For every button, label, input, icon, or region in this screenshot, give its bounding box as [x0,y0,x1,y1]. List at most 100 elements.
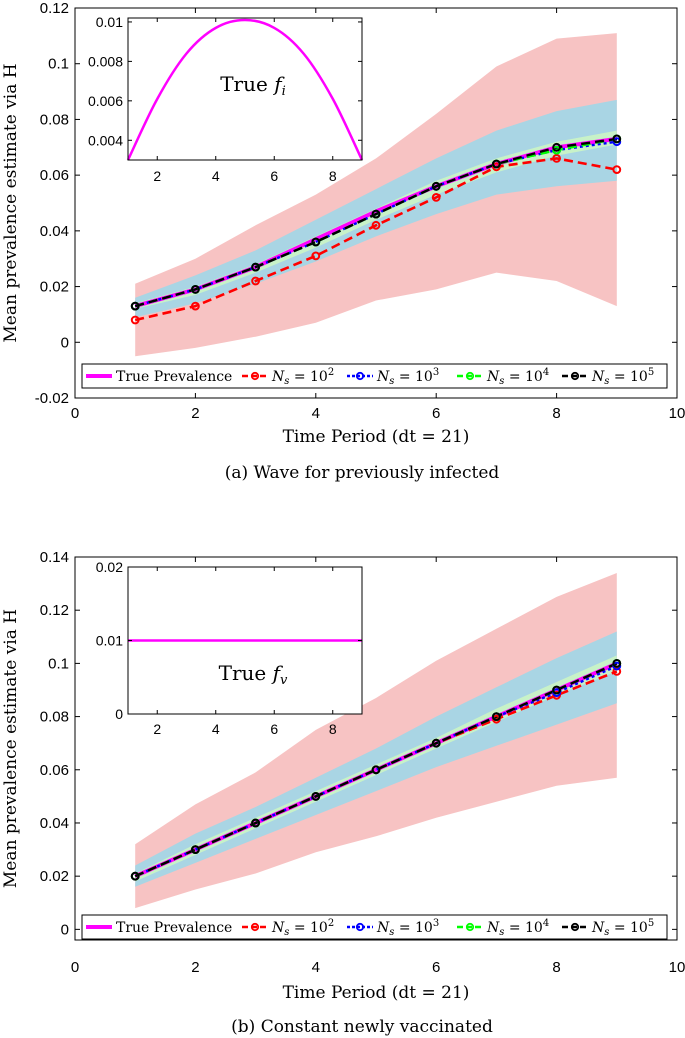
inset-plot: 2 4 6 8 0.004 0.006 0.008 0.01 True fi [88,14,364,184]
legend-label-1: Ns = 102 [271,918,334,938]
inset-y-tick-label: 0.004 [88,132,123,148]
inset-x-tick-label: 2 [153,168,161,184]
y-tick-label: 0.08 [40,709,69,726]
legend-marker [250,371,260,381]
legend-marker [465,922,475,932]
data-point [552,154,561,163]
inset-background [128,18,362,160]
x-tick-label: 2 [191,959,199,976]
inset-plot: 2 4 6 8 0 0.01 0.02 True fv [96,559,363,737]
data-point [311,237,321,247]
inset-y-tick-label: 0.006 [88,93,123,109]
data-point [492,159,501,169]
data-point [552,145,561,155]
y-tick-label: 0.06 [40,762,69,779]
data-point [612,134,622,144]
y-tick-label: 0.04 [40,223,69,240]
series-line-2 [134,664,618,878]
data-point [371,765,381,775]
inset-x-tick-label: 4 [212,721,220,737]
data-point [431,738,441,748]
inset-y-tick-label: 0.008 [88,53,123,69]
legend-label-1: Ns = 102 [271,367,334,387]
legend-label-3: Ns = 104 [486,367,549,387]
axes-frame [74,7,678,399]
data-point [371,209,381,219]
legend: True Prevalence Ns = 102 Ns = 103 Ns = 104 N… [81,914,668,940]
data-point [130,871,140,881]
x-tick-label: 4 [312,405,320,422]
y-tick-label: 0 [61,334,69,351]
y-tick-label: 0.1 [48,655,69,672]
legend-label-0: True Prevalence [116,369,232,385]
data-point [431,181,441,191]
legend-box [81,914,668,940]
y-tick-label: -0.02 [35,390,69,407]
y-axis-label: Mean prevalence estimate via H [1,609,21,888]
legend-label-4: Ns = 105 [591,367,654,387]
data-point [371,220,381,230]
data-point [492,162,501,172]
legend-label-0: True Prevalence [116,920,232,936]
series-line-4 [134,662,618,878]
data-point [311,792,321,801]
x-axis-label: Time Period (dt = 21) [283,427,470,447]
legend-marker [250,922,260,932]
data-point [191,845,200,854]
y-tick-label: 0 [61,921,69,938]
inset-x-tick-label: 4 [212,168,220,184]
data-point [251,276,261,286]
legend-marker [570,371,580,381]
legend-label-2: Ns = 103 [376,918,439,938]
y-tick-label: 0.04 [40,815,69,832]
y-tick-label: 0.08 [40,111,69,128]
data-point [251,818,261,828]
y-tick-label: 0.02 [40,868,69,885]
y-tick-label: 0.12 [40,602,69,619]
series-line-1 [134,157,618,322]
legend: True Prevalence Ns = 102 Ns = 103 Ns = 104 N… [81,363,668,389]
data-point [612,137,622,147]
y-tick-label: 0.14 [40,549,69,566]
data-point [612,165,622,175]
data-point [552,142,561,152]
data-point [251,262,261,272]
inset-y-tick-label: 0 [115,706,123,722]
inset-frame [127,17,363,161]
inset-y-tick-label: 0.02 [96,559,123,575]
inset-title: True fi [220,72,286,99]
y-tick-label: 0.12 [40,0,69,17]
x-tick-label: 10 [669,959,685,976]
inset-x-tick-label: 2 [153,721,161,737]
x-tick-label: 0 [71,959,79,976]
data-point [612,659,622,668]
x-axis-label: Time Period (dt = 21) [283,983,470,1003]
y-tick-label: 0.06 [40,167,69,184]
x-tick-label: 8 [552,959,560,976]
y-axis-label: Mean prevalence estimate via H [1,63,21,342]
inset-x-tick-label: 8 [329,168,337,184]
y-tick-label: 0.1 [48,56,69,73]
x-tick-label: 0 [71,405,79,422]
inset-x-tick-label: 8 [329,721,337,737]
figure-caption: (b) Constant newly vaccinated [231,1017,493,1037]
legend-label-2: Ns = 103 [376,367,439,387]
legend-marker [465,371,475,381]
x-tick-label: 10 [669,405,685,422]
legend-marker [355,371,365,381]
figure-caption: (a) Wave for previously infected [225,463,500,483]
data-point [612,667,622,676]
legend-label-4: Ns = 105 [591,918,654,938]
chart-panel-b: 0 2 4 6 8 10 0 0.02 0.04 0.06 0.08 0.1 0.12 0.14 Time … [1,549,685,1037]
data-point [552,685,561,695]
inset-x-tick-label: 6 [270,721,278,737]
axes-frame [74,556,678,941]
legend-label-3: Ns = 104 [486,918,549,938]
series-line-4 [134,137,617,308]
inset-title: True fv [219,661,288,688]
data-point [492,712,501,721]
x-tick-label: 6 [432,959,440,976]
data-point [431,193,441,202]
inset-curve [126,18,364,161]
